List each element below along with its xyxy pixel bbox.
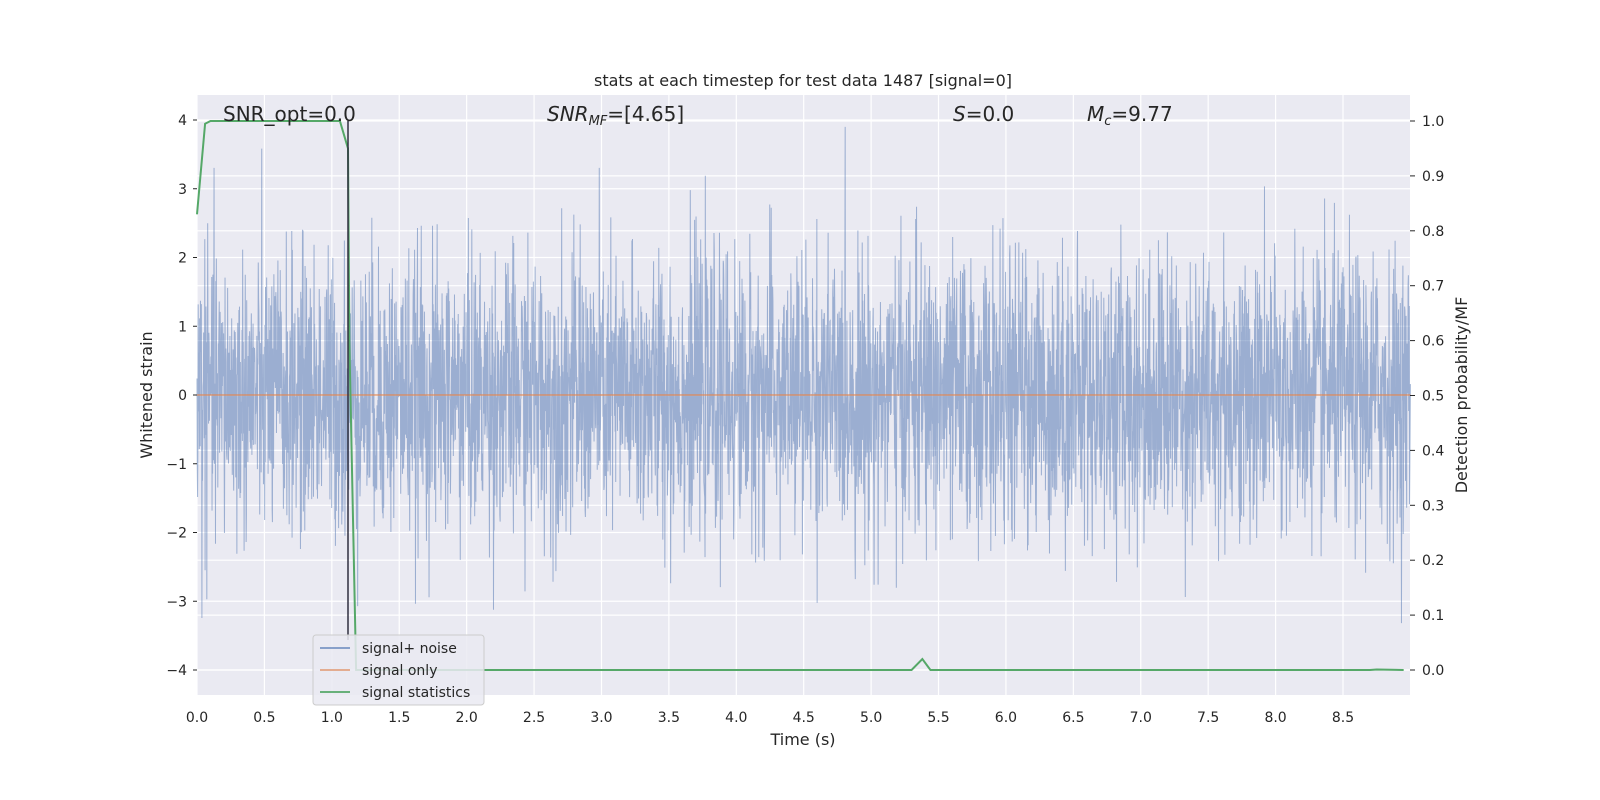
mc-value: =9.77	[1111, 102, 1172, 126]
y2-tick-labels: 1.0 0.9 0.8 0.7 0.6 0.5 0.4 0.3 0.2 0.1 0.0	[1410, 114, 1444, 679]
x-axis-label: Time (s)	[769, 730, 835, 749]
y-tick-label: −1	[166, 457, 187, 473]
legend-label: signal statistics	[362, 685, 470, 701]
x-tick-label: 6.0	[995, 710, 1017, 726]
y2-tick-label: 0.4	[1422, 443, 1444, 459]
x-tick-label: 3.0	[590, 710, 612, 726]
snr-mf-main: SNR	[547, 102, 589, 126]
x-tick-label: 3.5	[658, 710, 680, 726]
y-tick-label: 4	[178, 113, 187, 129]
y-tick-label: 3	[178, 182, 187, 198]
y2-tick-label: 1.0	[1422, 114, 1444, 130]
x-tick-labels: 0.0 0.5 1.0 1.5 2.0 2.5 3.0 3.5 4.0 4.5 5.0 5.5 6.0 6…	[186, 710, 1354, 726]
y2-tick-label: 0.7	[1422, 279, 1444, 295]
x-tick-label: 0.0	[186, 710, 208, 726]
x-tick-label: 7.5	[1197, 710, 1219, 726]
y2-tick-label: 0.1	[1422, 608, 1444, 624]
y2-tick-label: 0.0	[1422, 663, 1444, 679]
y2-tick-label: 0.2	[1422, 553, 1444, 569]
s-annotation: S=0.0	[953, 102, 1014, 126]
y2-tick-label: 0.8	[1422, 224, 1444, 240]
x-tick-label: 0.5	[253, 710, 275, 726]
y-tick-label: −2	[166, 526, 187, 542]
mc-sub: c	[1104, 114, 1111, 129]
x-tick-label: 1.0	[321, 710, 343, 726]
x-tick-label: 5.5	[927, 710, 949, 726]
y2-tick-label: 0.6	[1422, 334, 1444, 350]
y-tick-labels: 4 3 2 1 0 −1 −2 −3 −4	[166, 113, 197, 679]
y-tick-label: 0	[178, 388, 187, 404]
snr-mf-value: =[4.65]	[607, 102, 684, 126]
x-tick-label: 8.5	[1332, 710, 1354, 726]
y-axis-label: Whitened strain	[137, 331, 156, 458]
y-tick-label: −3	[166, 594, 187, 610]
snr-mf-sub: MF	[589, 114, 608, 129]
y2-tick-label: 0.5	[1422, 389, 1444, 405]
y2-tick-label: 0.9	[1422, 169, 1444, 185]
signal-noise-line	[196, 126, 1411, 624]
y-tick-label: 1	[178, 319, 187, 335]
legend-box	[312, 634, 485, 706]
s-value: =0.0	[966, 102, 1015, 126]
signal-noise-series	[196, 126, 1411, 624]
snr-mf-annotation: SNRMF=[4.65]	[547, 102, 684, 129]
x-tick-label: 2.0	[456, 710, 478, 726]
x-tick-label: 7.0	[1130, 710, 1152, 726]
x-tick-label: 2.5	[523, 710, 545, 726]
legend: signal+ noise signal only signal statistic…	[312, 634, 485, 706]
snr-opt-annotation: SNR_opt=0.0	[223, 102, 356, 126]
x-tick-label: 4.0	[725, 710, 747, 726]
x-tick-label: 6.5	[1062, 710, 1084, 726]
mc-annotation: Mc=9.77	[1087, 102, 1173, 129]
y-tick-label: −4	[166, 663, 187, 679]
x-tick-label: 4.5	[793, 710, 815, 726]
y2-axis-label: Detection probability/MF	[1452, 297, 1471, 494]
legend-label: signal+ noise	[362, 641, 457, 657]
chart-title: stats at each timestep for test data 148…	[594, 71, 1012, 90]
s-label: S	[953, 102, 966, 126]
x-tick-label: 1.5	[388, 710, 410, 726]
legend-label: signal only	[362, 663, 437, 679]
x-tick-label: 5.0	[860, 710, 882, 726]
y-tick-label: 2	[178, 251, 187, 267]
y2-tick-label: 0.3	[1422, 498, 1444, 514]
mc-main: M	[1087, 102, 1104, 126]
x-tick-label: 8.0	[1264, 710, 1286, 726]
